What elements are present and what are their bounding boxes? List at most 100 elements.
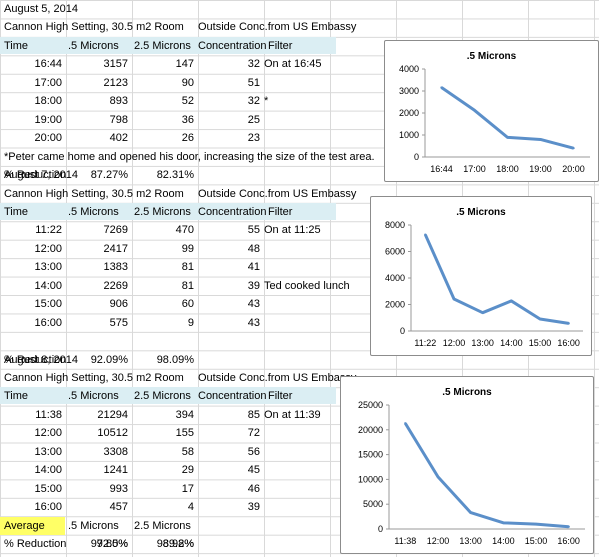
- time-cell[interactable]: 13:00: [34, 445, 62, 458]
- p5-cell[interactable]: 906: [109, 298, 128, 311]
- col-header-p25[interactable]: 2.5 Microns: [134, 39, 191, 52]
- reduction-label[interactable]: % Reduction: [4, 538, 67, 551]
- setting-label[interactable]: Cannon High Setting, 30.5 m2 Room: [4, 21, 184, 34]
- col-header-time[interactable]: Time: [4, 39, 29, 52]
- outside-conc-label[interactable]: Outside Conc.from US Embassy: [198, 21, 357, 34]
- p25-cell[interactable]: 394: [175, 408, 194, 421]
- col-header-filter[interactable]: Filter: [268, 39, 293, 52]
- concentration-cell[interactable]: 25: [247, 113, 260, 126]
- col-header-p5[interactable]: .5 Microns: [68, 390, 119, 403]
- filter-note-cell[interactable]: On at 16:45: [264, 58, 322, 71]
- col-header-p5[interactable]: .5 Microns: [68, 205, 119, 218]
- reduction-p25[interactable]: 98.98%: [156, 538, 194, 551]
- p5-cell[interactable]: 10512: [97, 427, 128, 440]
- col-header-filter[interactable]: Filter: [268, 205, 293, 218]
- concentration-cell[interactable]: 46: [247, 482, 260, 495]
- chart-aug5[interactable]: .5 Microns 0 1000 2000 3000 4000 16:44 17:00 18:…: [384, 40, 599, 182]
- time-cell[interactable]: 14:00: [34, 464, 62, 477]
- concentration-cell[interactable]: 56: [247, 445, 260, 458]
- setting-label[interactable]: Cannon High Setting, 30.5 m2 Room: [4, 372, 184, 384]
- chart-aug7[interactable]: .5 Microns 0 2000 4000 6000 8000 11:22 12:00 13:…: [370, 196, 592, 356]
- time-cell[interactable]: 16:00: [34, 316, 62, 329]
- reduction-label[interactable]: % Reduction: [4, 169, 67, 182]
- time-cell[interactable]: 20:00: [34, 132, 62, 145]
- average-p5-value[interactable]: 92.0%: [96, 538, 128, 551]
- p25-cell[interactable]: 52: [181, 95, 194, 108]
- col-header-concentration[interactable]: Concentration: [198, 390, 267, 403]
- concentration-cell[interactable]: 39: [247, 501, 260, 514]
- concentration-cell[interactable]: 45: [247, 464, 260, 477]
- p25-cell[interactable]: 81: [181, 261, 194, 274]
- p5-cell[interactable]: 2269: [103, 279, 128, 292]
- reduction-p25[interactable]: 98.09%: [156, 353, 194, 366]
- filter-note-cell[interactable]: On at 11:25: [264, 224, 321, 237]
- concentration-cell[interactable]: 55: [247, 224, 260, 237]
- time-cell[interactable]: 19:00: [34, 113, 62, 126]
- col-header-filter[interactable]: Filter: [268, 390, 293, 403]
- p25-cell[interactable]: 9: [187, 316, 194, 329]
- concentration-cell[interactable]: 72: [247, 427, 260, 440]
- p25-cell[interactable]: 58: [181, 445, 194, 458]
- reduction-p25[interactable]: 82.31%: [156, 169, 194, 182]
- p5-cell[interactable]: 798: [109, 113, 128, 126]
- col-header-concentration[interactable]: Concentration: [198, 39, 267, 52]
- concentration-cell[interactable]: 32: [247, 58, 260, 71]
- p5-cell[interactable]: 21294: [97, 408, 128, 421]
- filter-note-cell[interactable]: *: [264, 95, 269, 108]
- p25-cell[interactable]: 470: [175, 224, 194, 237]
- p25-cell[interactable]: 90: [181, 76, 194, 89]
- concentration-cell[interactable]: 41: [247, 261, 260, 274]
- setting-label[interactable]: Cannon High Setting, 30.5 m2 Room: [4, 187, 184, 200]
- p25-cell[interactable]: 26: [181, 132, 194, 145]
- date-label[interactable]: August 5, 2014: [4, 3, 79, 15]
- average-label[interactable]: Average: [4, 519, 45, 532]
- time-cell[interactable]: 15:00: [34, 298, 62, 311]
- reduction-label[interactable]: % Reduction: [4, 353, 67, 366]
- time-cell[interactable]: 14:00: [34, 279, 62, 292]
- p25-cell[interactable]: 155: [175, 427, 194, 440]
- col-header-concentration[interactable]: Concentration: [198, 205, 267, 218]
- concentration-cell[interactable]: 43: [247, 316, 260, 329]
- p25-cell[interactable]: 17: [181, 482, 194, 495]
- filter-note-cell[interactable]: On at 11:39: [264, 408, 321, 421]
- time-cell[interactable]: 15:00: [34, 482, 62, 495]
- time-cell[interactable]: 11:38: [35, 408, 62, 421]
- average-p5-label[interactable]: .5 Microns: [68, 519, 119, 532]
- p25-cell[interactable]: 60: [181, 298, 194, 311]
- p25-cell[interactable]: 81: [181, 279, 194, 292]
- time-cell[interactable]: 16:00: [34, 501, 62, 514]
- col-header-p25[interactable]: 2.5 Microns: [134, 390, 191, 403]
- time-cell[interactable]: 13:00: [34, 261, 62, 274]
- date-label[interactable]: August 7, 2014: [4, 169, 79, 182]
- outside-conc-label[interactable]: Outside Conc.from US Embassy: [198, 372, 357, 384]
- col-header-p5[interactable]: .5 Microns: [68, 39, 119, 52]
- col-header-p25[interactable]: 2.5 Microns: [134, 205, 191, 218]
- chart-aug8[interactable]: .5 Microns 0 5000 10000 15000 20000 25000 11:38…: [340, 376, 594, 554]
- p5-cell[interactable]: 575: [109, 316, 128, 329]
- p5-cell[interactable]: 2417: [103, 242, 128, 255]
- average-p25-value[interactable]: 89.2%: [162, 538, 194, 551]
- p5-cell[interactable]: 3157: [103, 58, 128, 71]
- p25-cell[interactable]: 36: [181, 113, 194, 126]
- concentration-cell[interactable]: 51: [247, 76, 260, 89]
- concentration-cell[interactable]: 39: [247, 279, 260, 292]
- p5-cell[interactable]: 457: [109, 501, 128, 514]
- time-cell[interactable]: 11:22: [35, 224, 62, 237]
- col-header-time[interactable]: Time: [4, 390, 29, 403]
- p5-cell[interactable]: 402: [109, 132, 128, 145]
- concentration-cell[interactable]: 32: [247, 95, 260, 108]
- p25-cell[interactable]: 29: [181, 464, 194, 477]
- concentration-cell[interactable]: 43: [247, 298, 260, 311]
- p25-cell[interactable]: 147: [175, 58, 194, 71]
- concentration-cell[interactable]: 23: [247, 132, 260, 145]
- concentration-cell[interactable]: 48: [247, 242, 260, 255]
- p5-cell[interactable]: 2123: [103, 76, 128, 89]
- time-cell[interactable]: 17:00: [34, 76, 62, 89]
- reduction-p5[interactable]: 97.85%: [90, 538, 128, 551]
- average-p25-label[interactable]: 2.5 Microns: [134, 519, 191, 532]
- p5-cell[interactable]: 3308: [103, 445, 128, 458]
- time-cell[interactable]: 12:00: [34, 427, 62, 440]
- p5-cell[interactable]: 893: [109, 95, 128, 108]
- footnote[interactable]: *Peter came home and opened his door, in…: [4, 150, 375, 163]
- p25-cell[interactable]: 4: [187, 501, 194, 514]
